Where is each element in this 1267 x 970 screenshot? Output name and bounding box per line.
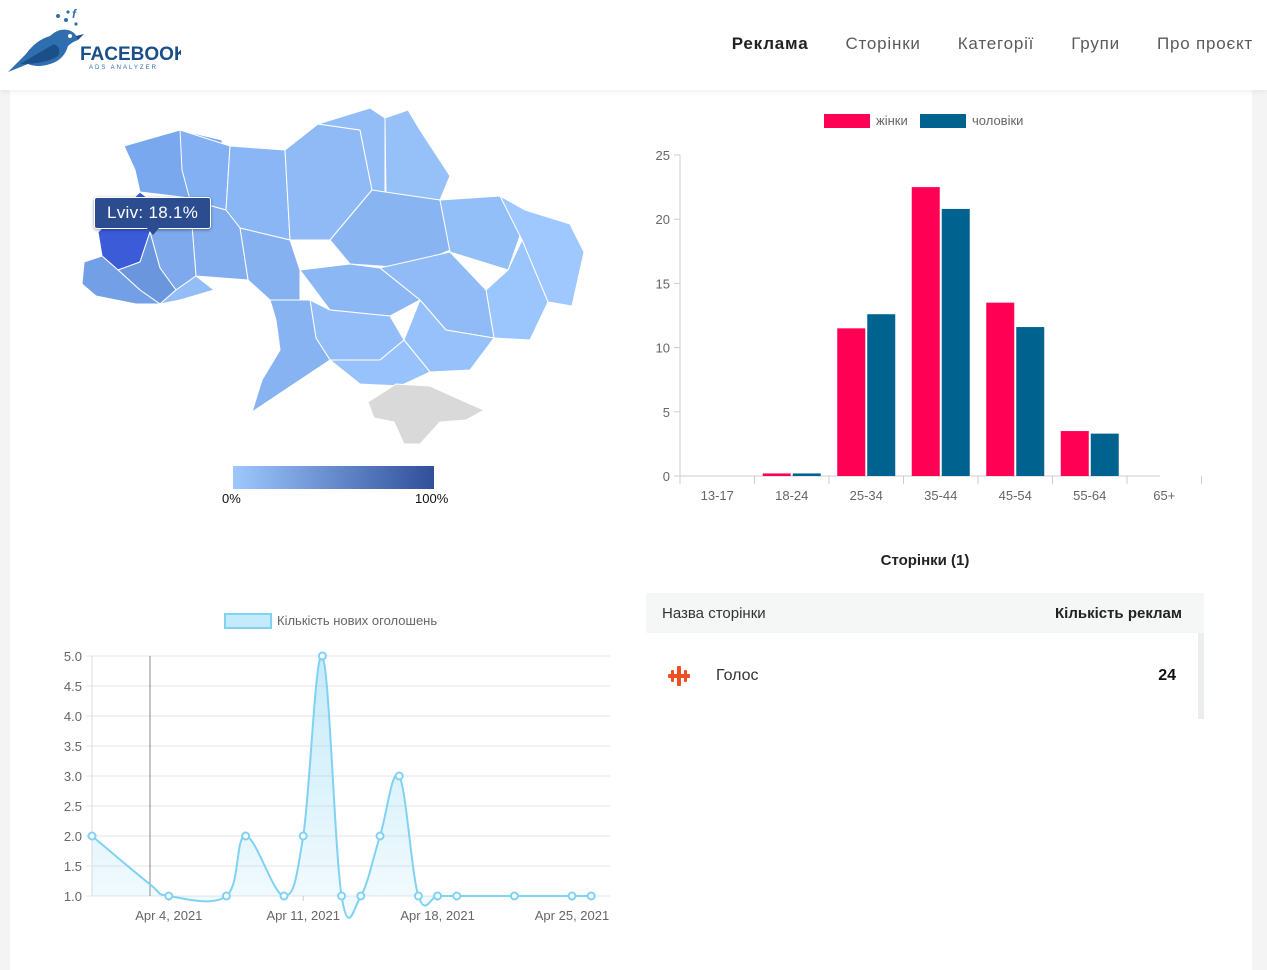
data-point (433, 891, 443, 901)
age-gender-bar-chart: жінки чоловіки 0 5 10 15 20 25 13-17 18-24 25-34 35… (656, 113, 1202, 503)
bar-жінки-55-64 (1060, 431, 1089, 476)
x-tick-label: 35-44 (924, 488, 957, 503)
legend-label: Кількість нових оголошень (277, 613, 437, 628)
golos-logo-icon (668, 666, 690, 686)
legend-swatch-1 (920, 114, 966, 128)
ads-count: 24 (1158, 667, 1176, 684)
data-point (356, 891, 366, 901)
data-point (298, 831, 308, 841)
map-region-sumy[interactable] (384, 109, 451, 201)
data-point (452, 891, 462, 901)
bar-жінки-45-54 (986, 302, 1015, 476)
data-point (317, 651, 327, 661)
map-region-kherson[interactable] (329, 339, 431, 387)
bar-чоловіки-35-44 (941, 208, 970, 476)
y-tick-label: 1.0 (64, 889, 82, 904)
data-point (413, 891, 423, 901)
nav-ads[interactable]: Реклама (731, 34, 809, 53)
map-scale-max: 100% (415, 491, 449, 506)
bar-чоловіки-45-54 (1016, 327, 1045, 476)
bird-icon: f (8, 7, 84, 73)
x-tick-label: Apr 25, 2021 (535, 908, 609, 923)
x-tick-label: 18-24 (775, 488, 808, 503)
y-tick-label: 3.5 (64, 739, 82, 754)
bar-чоловіки-18-24 (792, 473, 821, 476)
main-nav: Реклама Сторінки Категорії Групи Про про… (732, 34, 1253, 54)
column-header-ads-count[interactable]: Кількість реклам (1055, 604, 1182, 622)
data-point (164, 891, 174, 901)
bar-жінки-35-44 (911, 187, 940, 476)
bar-чоловіки-25-34 (867, 314, 896, 476)
nav-pages[interactable]: Сторінки (845, 34, 921, 53)
data-point (241, 831, 251, 841)
x-tick-label: 13-17 (701, 488, 734, 503)
data-point (221, 891, 231, 901)
nav-categories[interactable]: Категорії (957, 34, 1035, 53)
y-tick-label: 5 (663, 405, 670, 420)
y-tick-label: 4.0 (64, 709, 82, 724)
y-tick-label: 3.0 (64, 769, 82, 784)
y-tick-label: 1.5 (64, 859, 82, 874)
nav-groups[interactable]: Групи (1071, 34, 1120, 53)
page-name[interactable]: Голос (716, 667, 759, 684)
y-tick-label: 10 (656, 341, 670, 356)
x-tick-label: Apr 4, 2021 (135, 908, 202, 923)
x-tick-label: 45-54 (999, 488, 1032, 503)
series-line (91, 654, 592, 919)
pages-table: Назва сторінки Кількість реклам Голос 24 (646, 593, 1204, 719)
svg-text:f: f (72, 7, 77, 21)
new-ads-line-chart: Кількість нових оголошень 1.0 1.5 2.0 2.5 3.0… (64, 613, 610, 923)
map-tooltip: Lviv: 18.1% (94, 197, 212, 235)
x-tick-label: 65+ (1153, 488, 1175, 503)
bar-чоловіки-55-64 (1090, 433, 1119, 476)
map-color-scale (233, 466, 434, 489)
map-region-crimea[interactable] (367, 383, 485, 445)
map-region-chernivtsi[interactable] (159, 275, 215, 305)
series-area (92, 655, 592, 918)
y-tick-label: 5.0 (64, 649, 82, 664)
y-tick-label: 0 (663, 469, 670, 484)
x-tick-label: 25-34 (850, 488, 883, 503)
y-tick-label: 2.5 (64, 799, 82, 814)
legend-swatch-0 (824, 114, 870, 128)
data-point (394, 771, 404, 781)
bar-жінки-25-34 (837, 328, 866, 476)
map-region-odesa[interactable] (251, 299, 331, 413)
x-tick-label: 55-64 (1073, 488, 1106, 503)
table-row[interactable]: Голос 24 (646, 633, 1204, 719)
column-header-page-name[interactable]: Назва сторінки (662, 604, 766, 622)
bar-жінки-18-24 (762, 473, 791, 476)
map-region-kharkiv[interactable] (439, 195, 523, 271)
table-header: Назва сторінки Кількість реклам (646, 593, 1204, 633)
top-navbar: f FACEBOOK ADS ANALYZER Реклама Сторінки… (0, 0, 1267, 90)
logo-title: FACEBOOK (80, 44, 181, 65)
data-point (586, 891, 596, 901)
data-point (87, 831, 97, 841)
data-point (279, 891, 289, 901)
legend-swatch (224, 613, 272, 629)
ukraine-map (81, 107, 585, 445)
x-tick-label: Apr 11, 2021 (266, 908, 339, 923)
y-tick-label: 2.0 (64, 829, 82, 844)
x-tick-label: Apr 18, 2021 (400, 908, 474, 923)
nav-about[interactable]: Про проєкт (1156, 34, 1253, 53)
legend-label-1: чоловіки (972, 113, 1023, 128)
data-point (375, 831, 385, 841)
y-tick-label: 4.5 (64, 679, 82, 694)
y-tick-label: 25 (656, 148, 670, 163)
y-tick-label: 15 (656, 276, 670, 291)
data-point (509, 891, 519, 901)
pages-table-title: Сторінки (1) (880, 552, 970, 569)
data-point (567, 891, 577, 901)
map-scale-min: 0% (222, 491, 241, 506)
facebook-ads-analyzer-logo[interactable]: f FACEBOOK ADS ANALYZER (6, 6, 188, 76)
legend-label-0: жінки (876, 113, 908, 128)
logo-subtitle: ADS ANALYZER (89, 65, 158, 71)
data-point (337, 891, 347, 901)
y-tick-label: 20 (656, 212, 670, 227)
